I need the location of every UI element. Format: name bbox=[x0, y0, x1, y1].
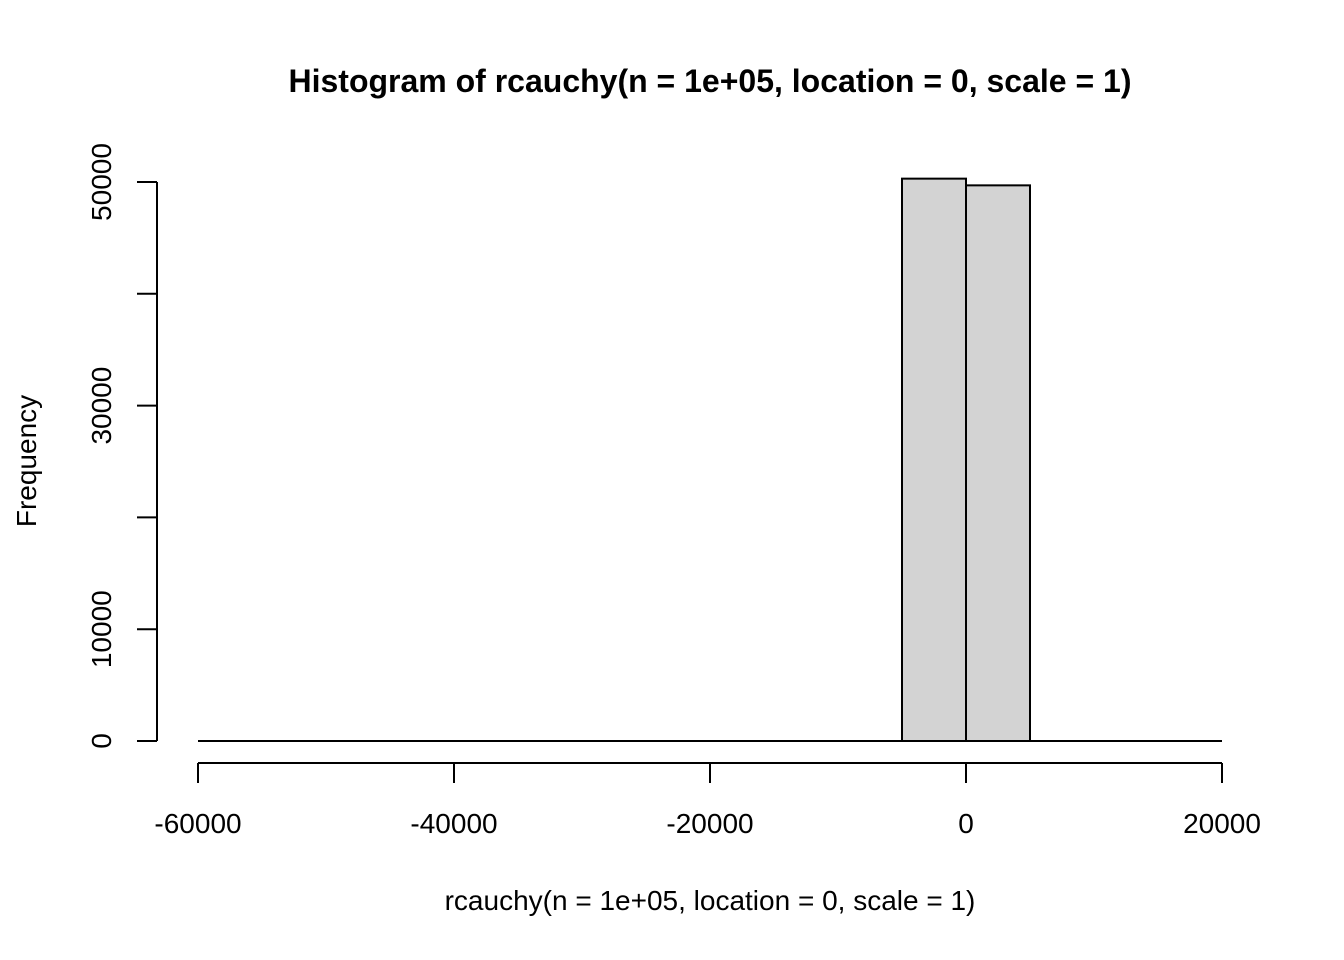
x-axis-label: rcauchy(n = 1e+05, location = 0, scale =… bbox=[445, 885, 976, 916]
x-tick-label: -60000 bbox=[154, 808, 241, 839]
histogram-bar-0 bbox=[901, 177, 967, 742]
histogram-bar-1 bbox=[965, 184, 1031, 742]
bars-layer bbox=[901, 177, 1031, 742]
x-axis: -60000 -40000 -20000 0 20000 bbox=[154, 762, 1261, 839]
y-axis: 0 10000 30000 50000 bbox=[86, 143, 158, 749]
y-tick-label: 0 bbox=[86, 733, 117, 749]
y-tick-label: 30000 bbox=[86, 367, 117, 445]
x-tick-label: 0 bbox=[958, 808, 974, 839]
y-axis-label: Frequency bbox=[11, 395, 42, 527]
y-tick-label: 50000 bbox=[86, 143, 117, 221]
x-tick-label: -20000 bbox=[666, 808, 753, 839]
x-tick-label: -40000 bbox=[410, 808, 497, 839]
x-tick-label: 20000 bbox=[1183, 808, 1261, 839]
y-tick-label: 10000 bbox=[86, 590, 117, 668]
chart-title: Histogram of rcauchy(n = 1e+05, location… bbox=[288, 63, 1131, 99]
